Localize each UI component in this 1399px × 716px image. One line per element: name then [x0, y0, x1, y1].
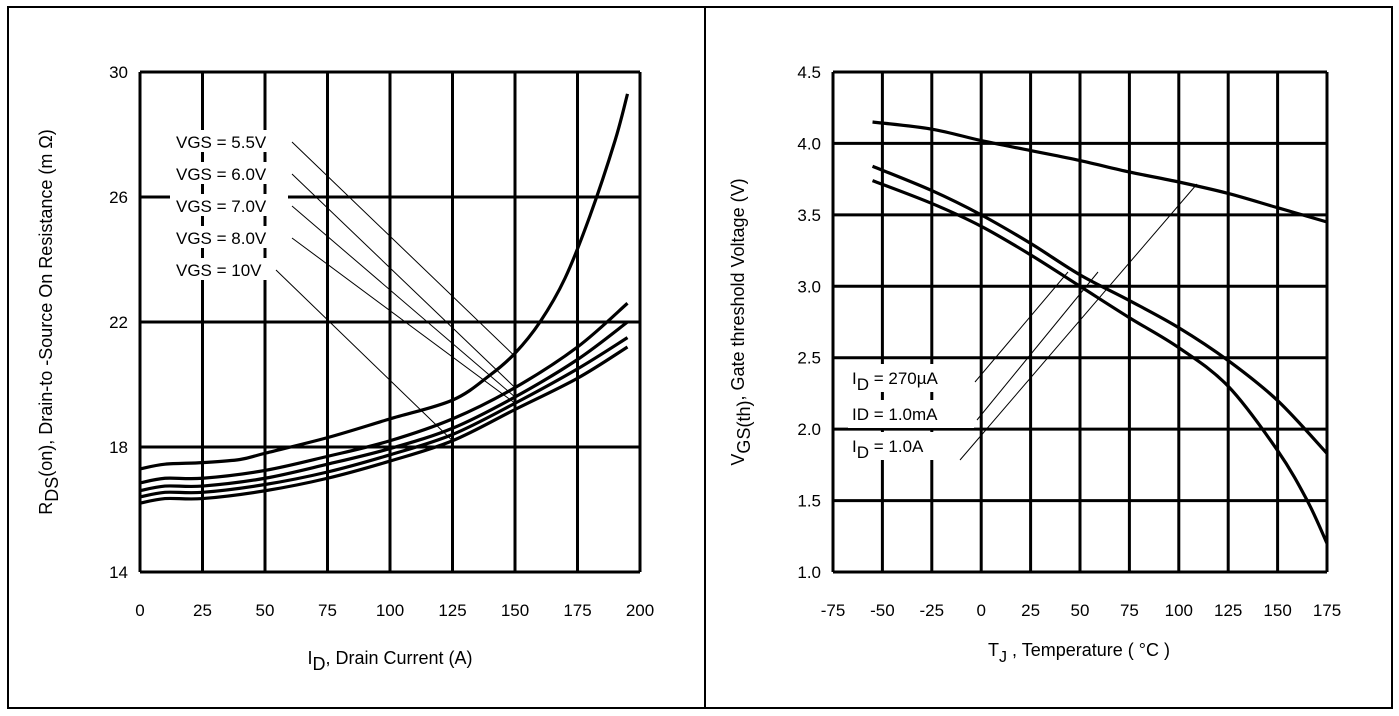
right-series-line — [872, 120, 1328, 224]
right-series — [871, 120, 1329, 545]
panel-divider — [704, 6, 706, 709]
right-x-tick-label: 175 — [1313, 601, 1341, 620]
left-annotation-bg — [170, 194, 288, 216]
left-annotation-leader — [291, 141, 516, 357]
figure-frame — [7, 6, 1393, 709]
left-series-line — [139, 345, 629, 505]
right-annotation-bg — [848, 364, 974, 392]
right-y-tick-label: 1.0 — [797, 563, 821, 582]
right-x-axis-title: TJ , Temperature ( °C ) — [988, 640, 1170, 666]
left-y-tick-label: 22 — [109, 313, 128, 332]
left-annotations: VGS = 5.5V VGS = 6.0V VGS = 7.0V VGS = 8.0V… — [170, 130, 516, 442]
left-annotation-bg — [170, 226, 288, 248]
left-x-tick-label: 125 — [438, 601, 466, 620]
right-x-tick-label: 50 — [1071, 601, 1090, 620]
left-y-tick-label: 14 — [109, 563, 128, 582]
left-chart: 0 25 50 75 100 125 150 175 200 14 18 22 26 30 VGS = 5… — [36, 63, 654, 674]
left-x-tick-label: 200 — [626, 601, 654, 620]
right-x-tick-label: -50 — [870, 601, 895, 620]
right-annotation-bg — [848, 400, 974, 428]
left-x-tick-label: 25 — [193, 601, 212, 620]
right-y-tick-label: 2.5 — [797, 349, 821, 368]
right-y-tick-label: 3.5 — [797, 206, 821, 225]
left-x-tick-label: 0 — [135, 601, 144, 620]
left-annotation-bg — [170, 258, 288, 280]
right-annotation-label: ID = 1.0mA — [852, 405, 938, 424]
right-annotation-label: ID = 270µA — [852, 369, 939, 394]
right-annotation-leader — [959, 183, 1198, 461]
left-tick-labels: 0 25 50 75 100 125 150 175 200 14 18 22 26 30 — [109, 63, 654, 620]
left-series — [139, 93, 630, 505]
right-x-tick-label: 25 — [1021, 601, 1040, 620]
left-x-tick-label: 150 — [501, 601, 529, 620]
left-annotation-leader — [291, 205, 516, 398]
left-series-line — [139, 320, 629, 493]
right-x-tick-label: 0 — [976, 601, 985, 620]
right-tick-labels: -75 -50 -25 0 25 50 75 100 125 150 175 1.0 1.5 2.0 2.5… — [797, 63, 1341, 620]
right-annotation-leader — [974, 271, 1069, 383]
left-annotation-bg — [170, 130, 288, 152]
left-x-axis-title: ID, Drain Current (A) — [307, 648, 472, 674]
right-annotation-bg — [848, 432, 974, 460]
right-y-tick-label: 4.0 — [797, 134, 821, 153]
left-annotation-leader — [275, 269, 453, 442]
right-x-tick-label: -75 — [821, 601, 846, 620]
left-annotation-leader — [291, 237, 516, 404]
right-y-tick-label: 3.0 — [797, 277, 821, 296]
left-x-tick-label: 100 — [376, 601, 404, 620]
right-x-tick-label: -25 — [920, 601, 945, 620]
right-chart: -75 -50 -25 0 25 50 75 100 125 150 175 1.0 1.5 2.0 2.5… — [728, 63, 1341, 666]
right-y-tick-label: 2.0 — [797, 420, 821, 439]
left-annotation-label: VGS = 8.0V — [176, 229, 267, 248]
left-x-tick-label: 175 — [563, 601, 591, 620]
left-annotation-label: VGS = 6.0V — [176, 165, 267, 184]
left-y-tick-label: 30 — [109, 63, 128, 82]
right-y-tick-label: 1.5 — [797, 492, 821, 511]
right-x-tick-label: 75 — [1120, 601, 1139, 620]
left-x-tick-label: 75 — [318, 601, 337, 620]
right-x-tick-label: 125 — [1214, 601, 1242, 620]
left-annotation-label: VGS = 5.5V — [176, 133, 267, 152]
right-grid — [831, 70, 1329, 574]
right-y-tick-label: 4.5 — [797, 63, 821, 82]
left-y-axis-title: RDS(on), Drain-to -Source On Resistance … — [36, 129, 62, 515]
left-series-line — [139, 336, 629, 499]
left-x-tick-label: 50 — [256, 601, 275, 620]
left-series-line — [139, 302, 629, 485]
right-annotations: ID = 270µA ID = 1.0mA ID = 1.0A — [848, 183, 1198, 462]
right-x-tick-label: 100 — [1165, 601, 1193, 620]
left-annotation-leader — [291, 173, 516, 388]
left-y-tick-label: 26 — [109, 188, 128, 207]
right-series-line — [871, 164, 1329, 455]
left-annotation-label: VGS = 7.0V — [176, 197, 267, 216]
right-series-line — [871, 179, 1329, 545]
left-y-tick-label: 18 — [109, 438, 128, 457]
left-annotation-bg — [170, 162, 288, 184]
right-annotation-label: ID = 1.0A — [852, 437, 924, 462]
left-series-line — [139, 93, 630, 471]
left-annotation-label: VGS = 10V — [176, 261, 262, 280]
right-annotation-leader — [976, 271, 1099, 421]
right-x-tick-label: 150 — [1263, 601, 1291, 620]
right-y-axis-title: VGS(th), Gate threshold Voltage (V) — [728, 178, 754, 465]
